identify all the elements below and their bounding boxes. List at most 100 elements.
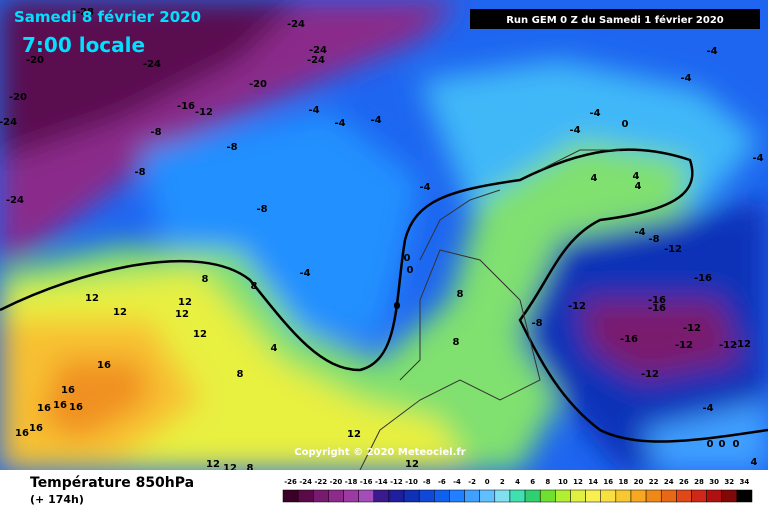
legend-label: 26	[679, 478, 689, 486]
legend-label: -14	[375, 478, 388, 486]
contour-label: 4	[633, 171, 640, 182]
legend-label: 18	[619, 478, 629, 486]
legend-swatch	[706, 489, 722, 503]
contour-label: -12	[733, 339, 751, 350]
contour-label: -24	[143, 59, 161, 70]
legend-swatch	[660, 489, 677, 503]
contour-label: 12	[175, 309, 189, 320]
legend-label: -4	[453, 478, 461, 486]
contour-label: -4	[752, 153, 763, 164]
legend-label: 4	[515, 478, 520, 486]
legend-label: -26	[284, 478, 297, 486]
legend-label: 12	[573, 478, 583, 486]
contour-label: -20	[26, 55, 44, 66]
contour-label: -4	[634, 227, 645, 238]
legend-swatch	[358, 489, 375, 503]
contour-label: 0	[733, 439, 740, 450]
legend-swatch	[645, 489, 662, 503]
legend-swatch	[494, 489, 511, 503]
legend-label: -8	[423, 478, 431, 486]
run-box	[470, 9, 760, 29]
contour-label: -8	[226, 142, 237, 153]
contour-label: -4	[706, 46, 717, 57]
legend-label: 8	[545, 478, 550, 486]
contour-label: -4	[589, 108, 600, 119]
contour-label: 12	[193, 329, 207, 340]
contour-label: -4	[419, 182, 430, 193]
contour-label: -24	[287, 19, 305, 30]
contour-label: -4	[334, 118, 345, 129]
time: 7:00 locale	[22, 33, 145, 57]
contour-label: -16	[177, 101, 195, 112]
legend-swatch	[282, 489, 299, 503]
legend-swatch	[464, 489, 480, 503]
legend-label: -10	[405, 478, 418, 486]
legend-swatch	[328, 489, 344, 503]
legend-swatch	[539, 489, 556, 503]
contour-label: 8	[457, 289, 464, 300]
contour-label: -8	[531, 318, 542, 329]
legend-swatch	[373, 489, 390, 503]
contour-label: 16	[69, 402, 83, 413]
contour-label: 0	[719, 439, 726, 450]
contour-label: 12	[347, 429, 361, 440]
contour-label: 8	[251, 281, 258, 292]
legend-swatch	[418, 489, 435, 503]
footer-subtitle: (+ 174h)	[30, 493, 84, 506]
contour-label: -24	[0, 117, 17, 128]
contour-label: 16	[97, 360, 111, 371]
contour-label: 16	[37, 403, 51, 414]
legend-swatch	[403, 489, 420, 503]
color-legend: -26 -24 -22 -20 -18 -16 -14 -12 -10 -8 -6 -4 -2 0 2 4 6 8…	[282, 478, 753, 503]
map: -28-24-24-24-20 -24-20-20-16-12-24-8-8-4-…	[0, 0, 768, 474]
contour-label: 4	[635, 181, 642, 192]
contour-label: -12	[664, 244, 682, 255]
contour-label: -12	[641, 369, 659, 380]
contour-label: -12	[675, 340, 693, 351]
contour-label: -28	[76, 7, 94, 18]
contour-label: -16	[620, 334, 638, 345]
contour-label: -8	[150, 127, 161, 138]
legend-swatch	[570, 489, 586, 503]
contour-label: 16	[29, 423, 43, 434]
contour-label: 4	[751, 457, 758, 468]
legend-swatch	[736, 489, 753, 503]
date: Samedi 8 février 2020	[14, 8, 201, 26]
legend-label: 28	[694, 478, 704, 486]
contour-label: 8	[247, 463, 254, 474]
contour-label: -8	[648, 234, 659, 245]
coastline	[359, 149, 620, 470]
contour-label: -24	[6, 195, 24, 206]
legend-label: 34	[740, 478, 750, 486]
legend-label: -6	[438, 478, 446, 486]
legend-label: 2	[500, 478, 505, 486]
contour-label: -16	[648, 303, 666, 314]
legend-label: 24	[664, 478, 674, 486]
legend-swatch	[509, 489, 526, 503]
run-info: Run GEM 0 Z du Samedi 1 février 2020	[506, 14, 724, 26]
contour-label: 4	[271, 343, 278, 354]
legend-label: 16	[603, 478, 613, 486]
contour-label: -8	[134, 167, 145, 178]
copyright: Copyright © 2020 Meteociel.fr	[294, 447, 465, 458]
contour-label: -4	[308, 105, 319, 116]
legend-swatch	[343, 489, 359, 503]
contour-label: -16	[648, 295, 666, 306]
contour-label: 8	[202, 274, 209, 285]
contour-label: 0	[622, 119, 629, 130]
legend-swatch	[479, 489, 496, 503]
legend-label: -18	[345, 478, 358, 486]
contour-label: -12	[568, 301, 586, 312]
contour-label: -12	[195, 107, 213, 118]
contour-label: -24	[309, 45, 327, 56]
contour-label: -4	[299, 268, 310, 279]
contour-label: 0	[407, 265, 414, 276]
legend-swatch	[449, 489, 465, 503]
contour-label: 8	[453, 337, 460, 348]
contour-label: 0	[707, 439, 714, 450]
legend-swatch	[630, 489, 647, 503]
contour-label: 12	[178, 297, 192, 308]
contour-label: 0	[404, 253, 411, 264]
contour-label: 4	[591, 173, 598, 184]
